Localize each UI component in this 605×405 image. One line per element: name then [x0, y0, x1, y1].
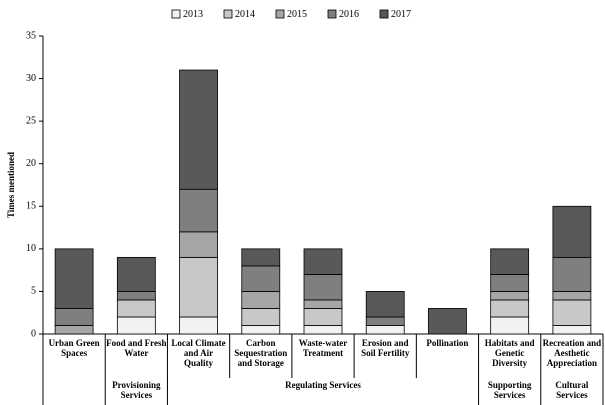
bar-segment [552, 205, 592, 258]
y-tick-label: 35 [26, 30, 36, 41]
bar-segment [54, 325, 94, 335]
bar-segment [116, 256, 156, 292]
bar-segment [552, 256, 592, 292]
bar-segment [303, 248, 343, 275]
bar-segment [179, 188, 218, 233]
bar-segment [303, 308, 343, 326]
legend-label: 2015 [287, 9, 307, 20]
label: Cultural Services [555, 380, 589, 400]
y-tick-label: 20 [26, 158, 36, 169]
label: Food and Fresh Water [106, 338, 166, 358]
bar-segment [116, 299, 156, 318]
bar-segment [54, 248, 94, 309]
legend-swatch [379, 9, 389, 19]
bar-segment [241, 308, 281, 326]
bar-segment [490, 316, 530, 335]
bar-segment [490, 299, 530, 318]
y-tick-label: 25 [26, 115, 36, 126]
bar-segment [490, 291, 530, 301]
label: Regulating Services [285, 380, 361, 390]
bar-segment [54, 308, 94, 326]
bar-segment [179, 69, 218, 190]
label: Recreation and Aesthetic Appreciation [543, 338, 602, 368]
y-tick-label: 30 [26, 73, 36, 84]
y-tick-label: 10 [26, 243, 36, 254]
bar-segment [490, 273, 530, 292]
label: Erosion and Soil Fertility [361, 338, 410, 358]
label: Local Climate and Air Quality [171, 338, 225, 368]
bar-segment [303, 325, 343, 335]
bar-segment [365, 325, 405, 335]
legend-swatch [171, 9, 181, 19]
legend-label: 2017 [391, 9, 411, 20]
bar-segment [116, 316, 156, 335]
legend-label: 2016 [339, 9, 359, 20]
bar-segment [552, 299, 592, 326]
label: Supporting Services [488, 380, 532, 400]
label: Urban Green Spaces [49, 338, 100, 358]
bar-segment [241, 248, 281, 267]
bar-segment [241, 291, 281, 309]
bar-segment [552, 325, 592, 335]
bar-segment [241, 325, 281, 335]
bar-segment [303, 273, 343, 301]
label: Provisioning Services [112, 380, 161, 400]
bar-segment [179, 256, 218, 318]
y-tick-label: 0 [31, 328, 36, 339]
bar-segment [490, 248, 530, 275]
bar-segment [116, 291, 156, 301]
bar-segment [428, 308, 467, 335]
legend-label: 2013 [183, 9, 203, 20]
bar-segment [241, 265, 281, 292]
y-tick-label: 15 [26, 201, 36, 212]
legend-swatch [275, 9, 285, 19]
y-axis-label: Times mentioned [6, 152, 16, 218]
bar-segment [179, 231, 218, 258]
bar-segment [365, 316, 405, 326]
bar-segment [179, 316, 218, 335]
legend-swatch [223, 9, 233, 19]
label: Waste-water Treatment [299, 338, 347, 358]
bar-segment [552, 291, 592, 301]
label: Pollination [426, 338, 468, 348]
label: Habitats and Genetic Diversity [485, 338, 535, 368]
legend-label: 2014 [235, 9, 255, 20]
bar-segment [365, 291, 405, 318]
legend-swatch [327, 9, 337, 19]
bar-segment [303, 299, 343, 309]
y-tick-label: 5 [31, 286, 36, 297]
label: Carbon Sequestration and Storage [234, 338, 287, 368]
